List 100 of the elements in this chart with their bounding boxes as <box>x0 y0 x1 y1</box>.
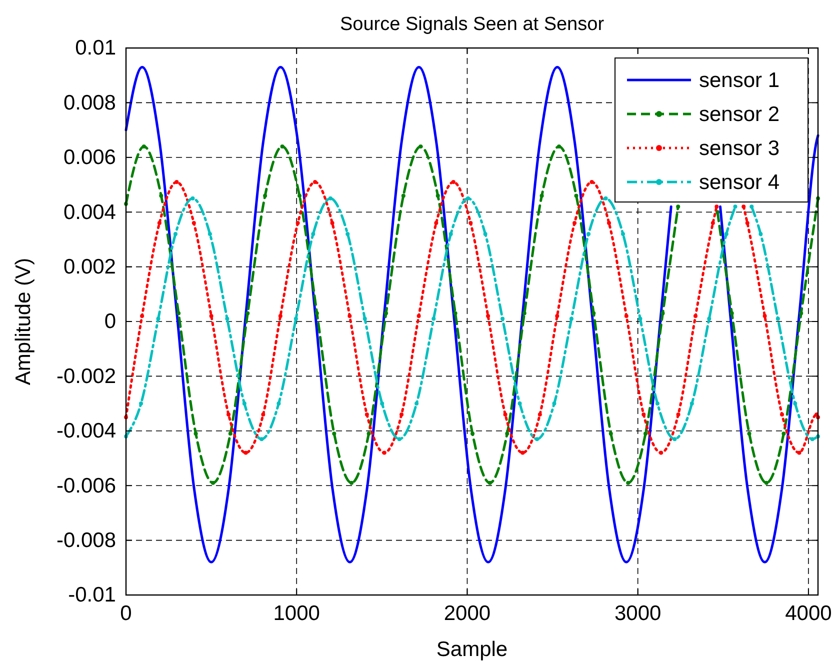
point <box>276 402 281 406</box>
x-tick-label: 4000 <box>785 602 832 625</box>
point <box>470 432 475 436</box>
point <box>676 412 680 416</box>
point <box>538 412 542 416</box>
point <box>776 316 780 321</box>
legend-label: sensor 3 <box>699 137 780 160</box>
point <box>505 432 510 436</box>
point <box>733 204 738 209</box>
point <box>607 221 611 226</box>
point <box>298 194 302 198</box>
y-tick-label: -0.01 <box>68 584 116 607</box>
point <box>764 480 768 485</box>
point <box>209 314 214 318</box>
point <box>569 316 574 321</box>
point <box>364 412 369 416</box>
y-tick-label: -0.008 <box>56 529 116 552</box>
point <box>620 232 625 236</box>
point <box>724 232 728 236</box>
point <box>432 316 436 321</box>
point <box>362 316 367 321</box>
point <box>503 412 508 416</box>
point <box>483 232 488 236</box>
point <box>780 412 784 416</box>
point <box>140 314 144 318</box>
point <box>434 221 438 226</box>
point <box>296 221 300 226</box>
point <box>644 432 648 436</box>
point <box>557 144 562 148</box>
point <box>642 412 646 416</box>
point <box>672 437 677 442</box>
point <box>173 232 178 236</box>
point <box>694 314 698 318</box>
point <box>380 402 384 406</box>
point <box>157 221 162 226</box>
x-tick-label: 1000 <box>273 602 320 625</box>
legend-label: sensor 2 <box>699 103 780 126</box>
point <box>690 402 694 406</box>
point <box>500 316 505 321</box>
point <box>552 402 556 406</box>
point <box>384 311 388 316</box>
point <box>328 196 332 200</box>
point <box>488 480 492 485</box>
point <box>797 450 802 455</box>
point <box>294 316 298 321</box>
point <box>246 311 250 316</box>
point <box>208 232 212 236</box>
point <box>624 314 628 318</box>
point <box>486 314 490 318</box>
point <box>228 432 232 436</box>
point <box>710 221 715 226</box>
point <box>260 437 264 442</box>
point <box>366 432 371 436</box>
x-tick-label: 0 <box>120 602 132 625</box>
point <box>348 314 352 318</box>
point <box>139 402 144 406</box>
point <box>244 450 248 455</box>
x-axis-title: Sample <box>436 638 508 661</box>
y-axis-title: Amplitude (V) <box>12 258 35 386</box>
point <box>747 432 752 436</box>
point <box>401 194 406 198</box>
point <box>350 480 354 485</box>
point <box>707 316 712 321</box>
point <box>332 432 336 436</box>
point <box>174 180 179 184</box>
point <box>346 232 350 236</box>
y-tick-label: -0.004 <box>56 420 116 443</box>
y-tick-label: 0.006 <box>63 146 116 170</box>
point <box>211 480 216 485</box>
point <box>540 194 544 198</box>
point <box>758 232 763 236</box>
point <box>436 194 440 198</box>
point <box>226 412 231 416</box>
point <box>416 314 421 318</box>
point <box>660 311 665 316</box>
point <box>782 432 786 436</box>
point <box>418 144 423 148</box>
point <box>263 194 268 198</box>
point <box>261 412 266 416</box>
point <box>659 450 664 455</box>
point <box>572 221 577 226</box>
point <box>194 432 198 436</box>
point <box>414 402 419 406</box>
point <box>225 316 230 321</box>
point <box>535 437 540 442</box>
point <box>626 480 630 485</box>
point <box>453 311 458 316</box>
point <box>397 437 402 442</box>
point <box>522 311 526 316</box>
y-tick-label: 0.01 <box>75 36 116 60</box>
point <box>604 196 608 200</box>
x-tick-label: 2000 <box>444 602 491 625</box>
point <box>190 196 195 200</box>
point <box>468 221 473 226</box>
point <box>280 144 284 148</box>
point <box>555 314 560 318</box>
point <box>762 314 767 318</box>
x-tick-label: 3000 <box>614 602 662 625</box>
point <box>590 180 594 184</box>
point <box>311 232 316 236</box>
